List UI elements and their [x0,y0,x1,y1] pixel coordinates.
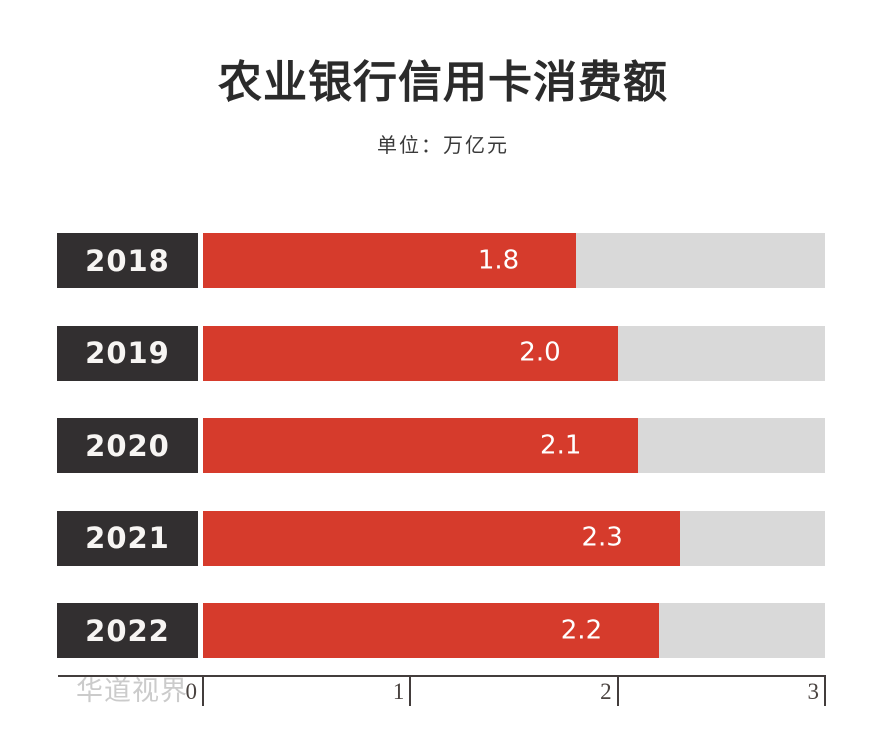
tick-mark [202,675,204,706]
bar-track: 1.8 [203,233,825,288]
bar-row-2021: 2021 2.3 [0,510,886,566]
chart-title: 农业银行信用卡消费额 [218,57,668,108]
bar-track: 2.2 [203,603,825,658]
chart-unit-label: 单位：万亿元 [377,133,509,157]
bar-track: 2.1 [203,418,825,473]
bar-value-label: 2.2 [560,614,603,645]
tick-mark [409,675,412,706]
bar-row-2018: 2018 1.8 [0,233,886,288]
bar-fill: 2.0 [203,325,618,381]
year-label: 2020 [85,428,170,463]
bar-value-label: 1.8 [477,244,520,275]
year-label: 2021 [85,521,170,555]
year-label-box: 2021 [57,510,198,566]
x-axis-line [58,675,825,677]
bar-value-label: 2.3 [581,522,623,553]
year-label: 2019 [85,336,170,370]
bar-fill: 2.2 [203,603,660,658]
year-label: 2018 [85,243,170,278]
bar-value-label: 2.0 [519,337,561,368]
bar-fill: 2.3 [203,510,680,566]
tick-label: 0 [185,679,198,704]
bar-track: 2.0 [203,325,825,381]
bar-track: 2.3 [203,510,825,566]
year-label-box: 2022 [57,603,198,658]
tick-label: 1 [392,679,405,704]
bar-row-2022: 2022 2.2 [0,603,886,658]
bar-fill: 1.8 [203,233,577,288]
tick-label: 2 [600,679,612,704]
x-axis-ticks: 0 1 2 3 [186,675,826,711]
year-label-box: 2019 [57,325,198,381]
year-label-box: 2018 [57,233,198,288]
bar-fill: 2.1 [203,418,639,473]
tick-mark [616,675,619,706]
year-label-box: 2020 [57,418,198,473]
bar-row-2019: 2019 2.0 [0,325,886,381]
watermark-text: 华道视界 [76,676,188,707]
tick-label: 3 [807,679,820,704]
bar-row-2020: 2020 2.1 [0,418,886,473]
bar-value-label: 2.1 [540,429,582,460]
tick-mark [824,675,826,706]
year-label: 2022 [85,613,170,648]
